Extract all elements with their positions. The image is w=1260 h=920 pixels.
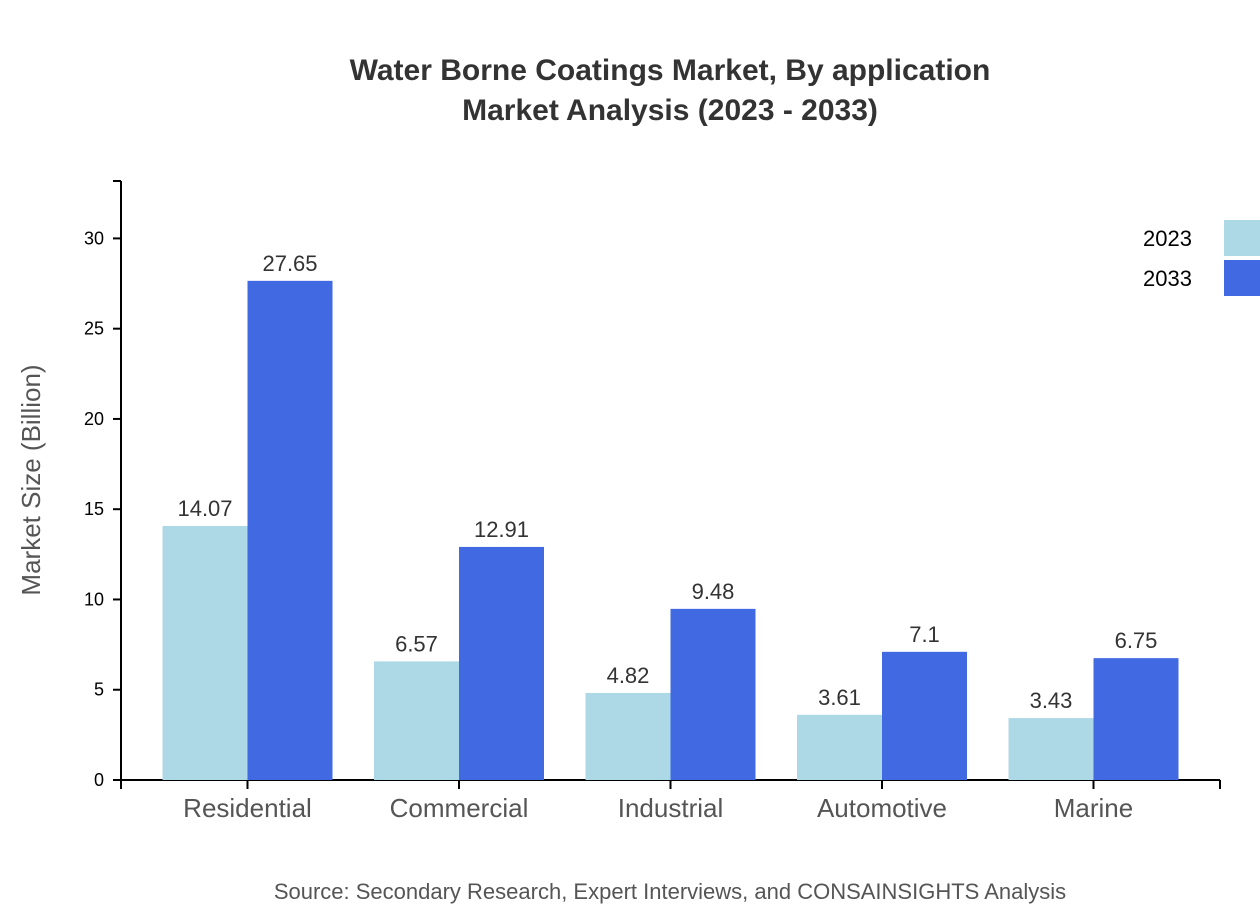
bar-2023 — [797, 714, 882, 780]
x-tick-label: Residential — [183, 793, 312, 823]
bar-2033 — [670, 608, 756, 780]
bars: 14.07 27.65 6.57 12.91 4.82 9.48 3.61 7.1 3.43 6.… — [162, 251, 1179, 780]
data-label: 3.43 — [1030, 688, 1073, 713]
legend-label: 2023 — [1143, 226, 1192, 251]
y-tick-label: 20 — [84, 409, 104, 429]
y-tick-label: 10 — [84, 589, 104, 609]
bar-2023 — [585, 692, 671, 780]
data-label: 6.57 — [395, 631, 438, 656]
data-label: 9.48 — [692, 579, 735, 604]
y-tick-label: 30 — [84, 228, 104, 248]
y-tick-label: 25 — [84, 319, 104, 339]
legend: 2023 2033 — [1143, 220, 1260, 296]
data-label: 27.65 — [262, 251, 317, 276]
y-tick-label: 0 — [94, 770, 104, 790]
chart-title-line-1: Water Borne Coatings Market, By applicat… — [350, 54, 991, 87]
data-label: 3.61 — [818, 685, 861, 710]
legend-swatch-2023 — [1224, 220, 1260, 256]
chart-title-line-2: Market Analysis (2023 - 2033) — [462, 94, 878, 127]
x-tick-label: Automotive — [817, 793, 947, 823]
bar-2033 — [882, 651, 967, 780]
bar-2023 — [162, 525, 248, 780]
data-label: 7.1 — [909, 622, 940, 647]
bar-2023 — [374, 661, 459, 780]
x-tick-label: Commercial — [390, 793, 529, 823]
x-tick-label: Industrial — [618, 793, 724, 823]
y-tick-label: 5 — [94, 680, 104, 700]
data-label: 12.91 — [474, 517, 529, 542]
axes: 0 5 10 15 20 25 30 Residential Commercial Industr… — [84, 180, 1221, 823]
legend-label: 2033 — [1143, 266, 1192, 291]
data-label: 6.75 — [1115, 628, 1158, 653]
y-tick-label: 15 — [84, 499, 104, 519]
source-note: Source: Secondary Research, Expert Inter… — [274, 879, 1066, 904]
data-label: 4.82 — [607, 663, 650, 688]
bar-2033 — [247, 280, 333, 780]
legend-swatch-2033 — [1224, 260, 1260, 296]
bar-2023 — [1008, 718, 1094, 780]
bar-2033 — [1093, 658, 1179, 780]
bar-2033 — [459, 546, 544, 780]
data-label: 14.07 — [177, 496, 232, 521]
y-axis-label: Market Size (Billion) — [16, 364, 46, 595]
x-tick-label: Marine — [1054, 793, 1133, 823]
